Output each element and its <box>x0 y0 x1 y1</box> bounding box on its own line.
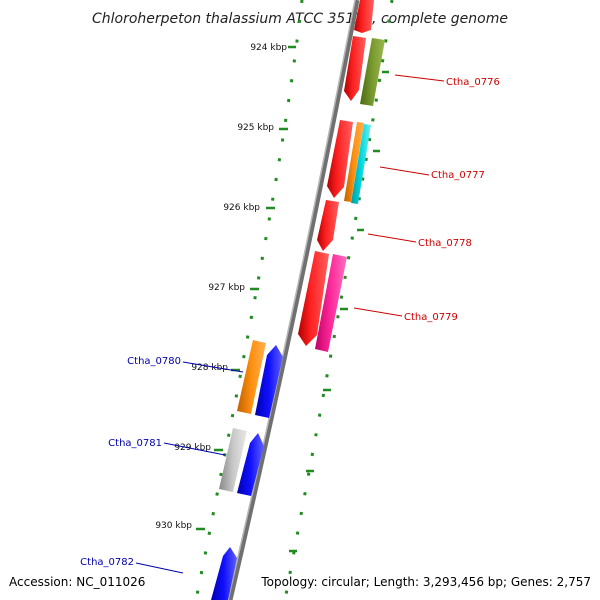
gene-red-0778[interactable] <box>317 200 339 251</box>
gene-blue-0782[interactable] <box>211 547 237 600</box>
gene-label-0782[interactable]: Ctha_0782 <box>80 557 134 568</box>
gene-labels-left: Ctha_0780 Ctha_0781 Ctha_0782 <box>80 356 244 574</box>
gene-red-top[interactable] <box>354 0 374 33</box>
leader-0776 <box>394 74 445 82</box>
leader-0778 <box>367 233 417 243</box>
gene-red-0777[interactable] <box>327 120 353 198</box>
gene-red-0776[interactable] <box>344 36 366 101</box>
tick-label-924: 924 kbp <box>250 43 287 53</box>
tick-label-928: 928 kbp <box>191 363 228 373</box>
tick-label-925: 925 kbp <box>237 123 274 133</box>
gene-blue-0781[interactable] <box>237 433 264 496</box>
tick-label-926: 926 kbp <box>223 203 260 213</box>
gene-label-0780[interactable]: Ctha_0780 <box>127 356 181 367</box>
gene-red-0779[interactable] <box>298 251 329 346</box>
gene-label-0777[interactable]: Ctha_0777 <box>431 170 485 181</box>
gene-orange-0780[interactable] <box>237 340 266 414</box>
gene-magenta-0779[interactable] <box>315 254 347 352</box>
genes-track-inner <box>298 0 374 346</box>
leader-0781 <box>163 442 226 456</box>
tick-label-929: 929 kbp <box>174 443 211 453</box>
gene-cyan-0777[interactable] <box>351 124 371 204</box>
genes-track-outer-right <box>315 38 385 352</box>
map-title: Chloroherpeton thalassium ATCC 35110, co… <box>92 11 508 27</box>
leader-0777 <box>379 166 430 176</box>
leader-0782 <box>135 562 184 574</box>
genome-backbone-highlight <box>227 0 356 600</box>
gene-gray-0781[interactable] <box>219 428 247 492</box>
gene-olive-0776[interactable] <box>360 38 385 106</box>
gene-blue-0780[interactable] <box>255 345 283 418</box>
gene-orange-0777[interactable] <box>344 122 364 202</box>
genes-track-left <box>211 340 283 600</box>
gene-label-0778[interactable]: Ctha_0778 <box>418 238 472 249</box>
kbp-ticks: 924 kbp 925 kbp 926 kbp 927 kbp 928 kbp … <box>155 43 389 553</box>
gene-label-0776[interactable]: Ctha_0776 <box>446 77 500 88</box>
leader-0780 <box>182 361 244 373</box>
topology-text: Topology: circular; Length: 3,293,456 bp… <box>260 575 591 589</box>
gene-label-0779[interactable]: Ctha_0779 <box>404 312 458 323</box>
genome-backbone <box>227 0 360 600</box>
gene-labels-right: Ctha_0776 Ctha_0777 Ctha_0778 Ctha_0779 <box>353 74 500 323</box>
gene-label-0781[interactable]: Ctha_0781 <box>108 438 162 449</box>
leader-0779 <box>353 307 403 317</box>
tick-label-927: 927 kbp <box>208 283 245 293</box>
tick-label-930: 930 kbp <box>155 521 192 531</box>
accession-text: Accession: NC_011026 <box>9 575 145 589</box>
